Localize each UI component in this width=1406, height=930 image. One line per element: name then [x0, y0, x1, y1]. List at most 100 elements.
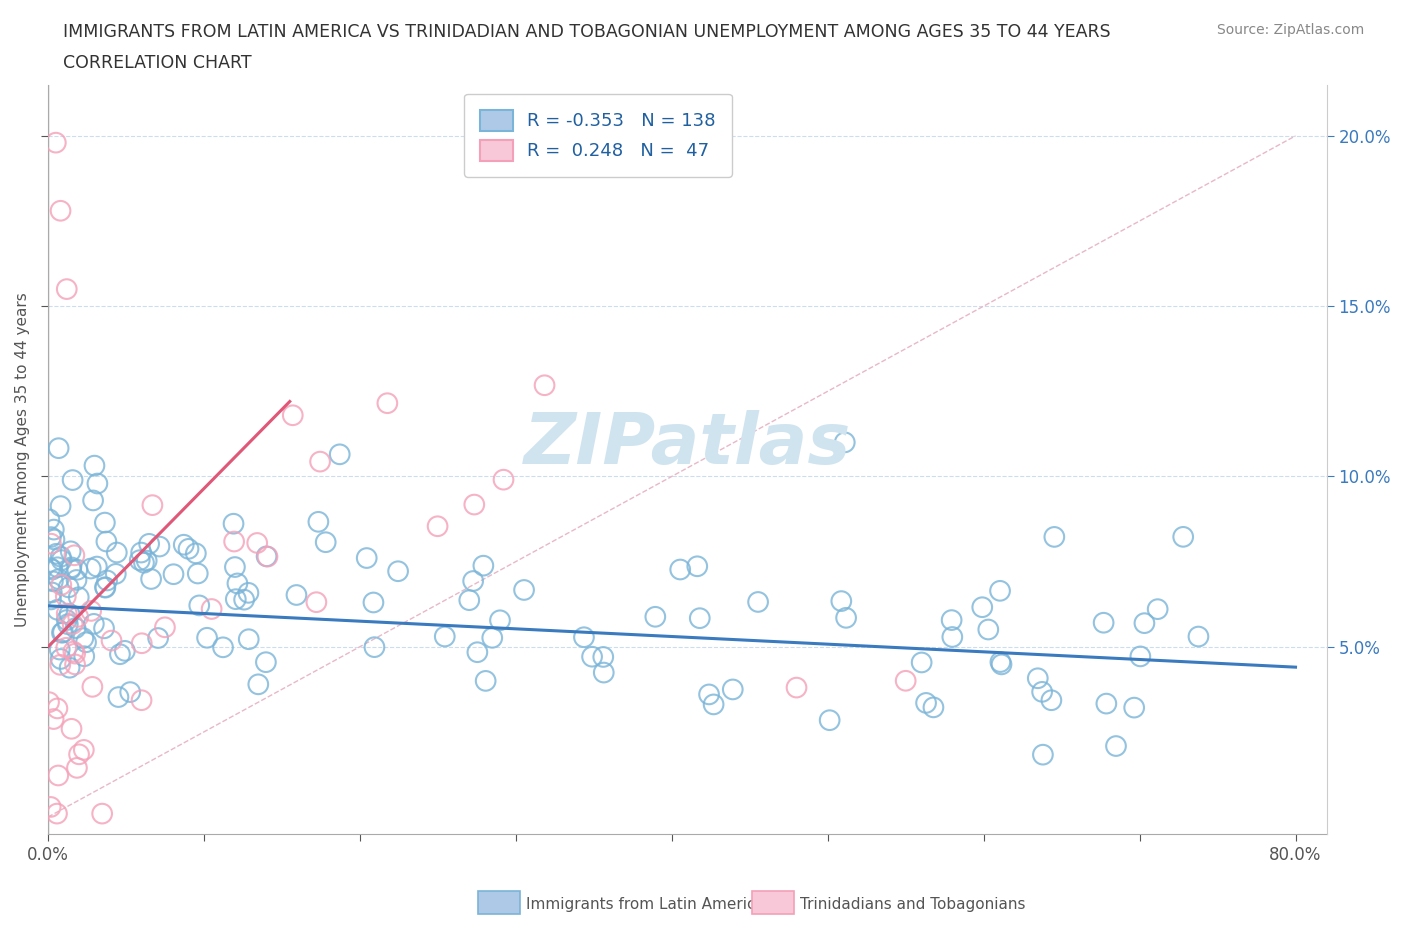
Point [226, 576, 249, 591]
Point [48, 572, 70, 587]
Point [100, 633, 122, 648]
Point [58, 606, 80, 621]
Point [703, 697, 725, 711]
Point [162, 566, 184, 581]
Point [45, 546, 67, 561]
Point [55, 589, 77, 604]
Point [246, 536, 269, 551]
Point [592, 665, 614, 680]
Point [592, 649, 614, 664]
Point [42, 574, 65, 589]
Point [49, 652, 72, 667]
Point [835, 610, 858, 625]
Point [67, 590, 90, 604]
Point [173, 538, 195, 552]
Point [129, 545, 152, 560]
Point [56, 617, 79, 631]
Point [669, 562, 692, 577]
Point [433, 629, 456, 644]
Point [201, 602, 224, 617]
Point [363, 595, 385, 610]
Text: CORRELATION CHART: CORRELATION CHART [63, 54, 252, 72]
Point [39, 537, 62, 551]
Point [41, 585, 63, 600]
Y-axis label: Unemployment Among Ages 35 to 44 years: Unemployment Among Ages 35 to 44 years [15, 292, 30, 627]
Point [184, 546, 207, 561]
Point [1187, 629, 1209, 644]
Point [1105, 738, 1128, 753]
Point [83, 617, 105, 631]
Point [108, 646, 131, 661]
Point [1129, 649, 1152, 664]
Point [49, 658, 72, 672]
Point [463, 498, 485, 512]
Point [990, 655, 1012, 670]
Point [58, 580, 80, 595]
Point [96, 534, 118, 549]
Point [458, 592, 481, 607]
Point [80, 561, 103, 576]
Point [309, 454, 332, 469]
Point [1133, 616, 1156, 631]
Point [66, 761, 89, 776]
Point [65, 573, 87, 588]
Point [256, 550, 278, 565]
Point [1123, 700, 1146, 715]
Point [128, 552, 150, 567]
Point [55, 641, 77, 656]
Point [225, 591, 247, 606]
Point [86, 559, 108, 574]
Point [65, 620, 87, 635]
Point [195, 631, 218, 645]
Point [894, 673, 917, 688]
Point [39, 800, 62, 815]
Point [67, 747, 90, 762]
Point [148, 539, 170, 554]
Point [63, 646, 86, 661]
Point [146, 631, 169, 645]
Point [141, 498, 163, 512]
Point [48, 441, 70, 456]
Point [1043, 529, 1066, 544]
Point [46, 560, 69, 575]
Point [977, 622, 1000, 637]
Point [315, 535, 337, 550]
Point [990, 657, 1012, 671]
Point [915, 696, 938, 711]
Point [55, 613, 77, 628]
Point [51, 625, 73, 640]
Text: IMMIGRANTS FROM LATIN AMERICA VS TRINIDADIAN AND TOBAGONIAN UNEMPLOYMENT AMONG A: IMMIGRANTS FROM LATIN AMERICA VS TRINIDA… [63, 23, 1111, 41]
Point [305, 595, 328, 610]
Point [922, 700, 945, 715]
Point [104, 566, 127, 581]
Point [62, 472, 84, 487]
Point [1032, 747, 1054, 762]
Point [492, 472, 515, 487]
Point [256, 549, 278, 564]
Point [38, 695, 60, 710]
Point [818, 712, 841, 727]
Point [105, 545, 128, 560]
Point [222, 516, 245, 531]
Text: Source: ZipAtlas.com: Source: ZipAtlas.com [1216, 23, 1364, 37]
Point [224, 534, 246, 549]
Legend: R = -0.353   N = 138, R =  0.248   N =  47: R = -0.353 N = 138, R = 0.248 N = 47 [464, 94, 733, 177]
Point [38, 512, 60, 527]
Point [988, 583, 1011, 598]
Point [786, 680, 808, 695]
Point [377, 396, 399, 411]
Point [42, 711, 65, 726]
Point [187, 566, 209, 581]
Point [63, 657, 86, 671]
Point [94, 515, 117, 530]
Point [132, 555, 155, 570]
Point [66, 563, 89, 578]
Point [39, 529, 62, 544]
Point [686, 559, 709, 574]
Point [489, 613, 512, 628]
Point [80, 604, 103, 618]
Point [697, 687, 720, 702]
Point [44, 532, 66, 547]
Point [307, 514, 329, 529]
Point [224, 560, 246, 575]
